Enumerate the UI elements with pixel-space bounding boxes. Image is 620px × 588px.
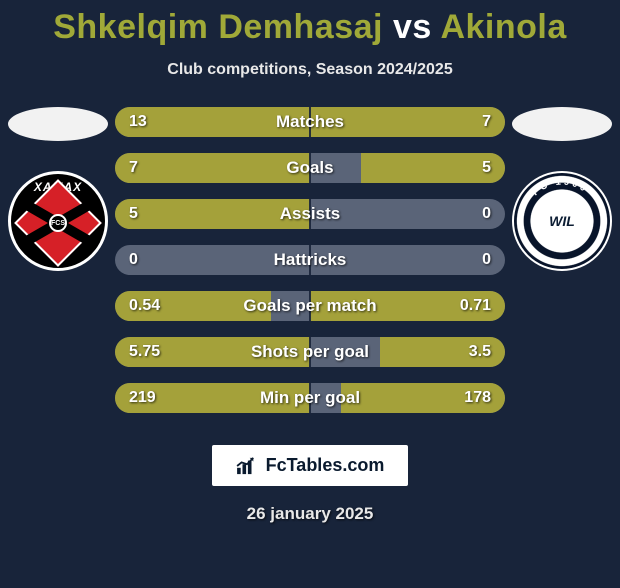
left-club-badge: XAMAX FCS: [8, 171, 108, 271]
wil-inner-icon: WIL: [539, 198, 585, 244]
stat-fill-left: [115, 383, 310, 413]
stat-fill-right: [341, 383, 505, 413]
brand-text: FcTables.com: [266, 455, 385, 476]
stat-fill-left: [115, 199, 310, 229]
stat-fill-right: [361, 153, 505, 183]
stat-row: 50Assists: [115, 199, 505, 229]
title-vs: vs: [393, 8, 432, 46]
chart-icon: [236, 457, 258, 475]
right-flag-placeholder: [512, 107, 612, 141]
svg-text:F C 1 9 0 0: F C 1 9 0 0: [530, 176, 588, 198]
stat-center-divider: [309, 199, 311, 229]
stat-bars: 137Matches 75Goals 50Assists 00Hattricks 0.5…: [115, 107, 505, 429]
stat-row: 00Hattricks: [115, 245, 505, 275]
title-player1: Shkelqim Demhasaj: [53, 8, 383, 46]
stat-fill-left: [115, 107, 310, 137]
stat-row: 5.753.5Shots per goal: [115, 337, 505, 367]
stat-fill-left: [115, 337, 310, 367]
stat-row: 137Matches: [115, 107, 505, 137]
stat-row: 75Goals: [115, 153, 505, 183]
stat-row: 219178Min per goal: [115, 383, 505, 413]
date-text: 26 january 2025: [0, 504, 620, 524]
right-club-badge: F C 1 9 0 0 WIL: [512, 171, 612, 271]
stat-fill-left: [115, 291, 271, 321]
title-player2: Akinola: [440, 8, 566, 46]
footer: FcTables.com 26 january 2025: [0, 445, 620, 524]
stat-center-divider: [309, 245, 311, 275]
comparison-area: XAMAX FCS F C 1 9 0 0 WIL 137Matches 75Go…: [0, 99, 620, 439]
stat-center-divider: [309, 107, 311, 137]
brand-badge: FcTables.com: [212, 445, 409, 486]
stat-row: 0.540.71Goals per match: [115, 291, 505, 321]
stat-center-divider: [309, 383, 311, 413]
stat-fill-left: [115, 153, 310, 183]
subtitle: Club competitions, Season 2024/2025: [0, 61, 620, 79]
xamax-dot-icon: FCS: [49, 214, 67, 232]
page-title: Shkelqim Demhasaj vs Akinola: [0, 8, 620, 47]
stat-fill-right: [380, 337, 505, 367]
stat-center-divider: [309, 291, 311, 321]
left-player-column: XAMAX FCS: [4, 99, 112, 271]
stat-center-divider: [309, 153, 311, 183]
stat-fill-right: [310, 291, 505, 321]
stat-center-divider: [309, 337, 311, 367]
stat-fill-right: [310, 107, 505, 137]
right-player-column: F C 1 9 0 0 WIL: [508, 99, 616, 271]
left-flag-placeholder: [8, 107, 108, 141]
